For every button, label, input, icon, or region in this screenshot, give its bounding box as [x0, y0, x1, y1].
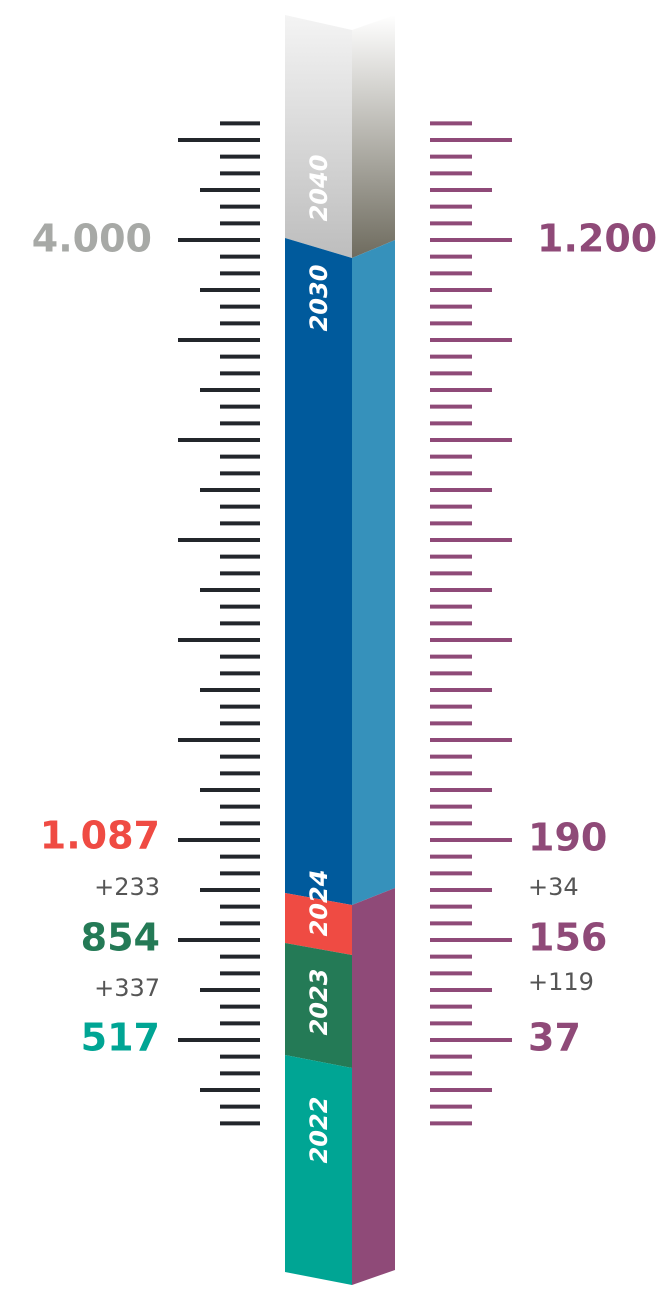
- segment-2040-side: [352, 15, 395, 258]
- left-value: 854: [81, 916, 160, 960]
- segment-2030-side: [352, 240, 395, 905]
- right-delta: +119: [528, 968, 594, 996]
- right-value: 190: [528, 816, 607, 860]
- year-label: 2023: [305, 969, 333, 1036]
- year-label: 2030: [305, 265, 333, 332]
- ticks: [178, 121, 512, 1126]
- left-delta: +337: [94, 974, 160, 1002]
- purple-side: [352, 888, 395, 1285]
- segment-2022-front: [285, 1055, 352, 1285]
- column: [285, 15, 395, 1285]
- year-label: 2040: [305, 155, 333, 222]
- left-labels: 4.000 1.087 +233 854 +337 517: [32, 217, 160, 1060]
- right-value: 37: [528, 1016, 581, 1060]
- right-total: 1.200: [537, 217, 657, 261]
- left-delta: +233: [94, 873, 160, 901]
- segment-2040-front: [285, 15, 352, 258]
- segment-2023-front: [285, 943, 352, 1068]
- left-value: 517: [81, 1016, 160, 1060]
- year-label: 2024: [305, 870, 333, 937]
- left-value: 1.087: [40, 814, 160, 858]
- year-label: 2022: [305, 1097, 333, 1164]
- left-total: 4.000: [32, 217, 152, 261]
- segment-2024-front: [285, 893, 352, 955]
- year-labels: 2040 2030 2024 2023 2022: [305, 155, 333, 1164]
- segment-2030-front: [285, 238, 352, 905]
- right-delta: +34: [528, 873, 579, 901]
- right-labels: 1.200 190 +34 156 +119 37: [528, 217, 657, 1060]
- right-value: 156: [528, 916, 607, 960]
